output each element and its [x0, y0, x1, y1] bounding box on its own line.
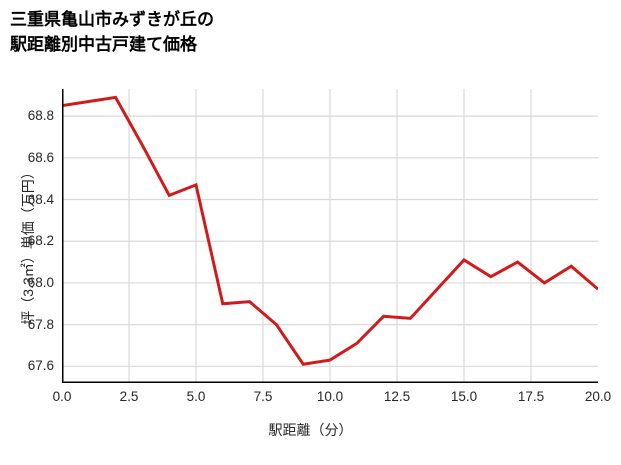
y-tick-label: 68.4 — [27, 191, 54, 207]
x-tick-label: 0.0 — [52, 389, 72, 404]
y-tick-label: 68.8 — [27, 108, 54, 124]
chart-title: 三重県亀山市みずきが丘の 駅距離別中古戸建て価格 — [10, 10, 214, 54]
x-tick-label: 15.0 — [450, 389, 478, 404]
y-tick-label: 68.6 — [27, 149, 54, 165]
axis-spines — [62, 89, 598, 383]
y-tick-label: 67.8 — [27, 316, 54, 332]
line-chart-svg — [62, 89, 598, 383]
x-tick-label: 17.5 — [517, 389, 545, 404]
y-tick-label: 68.0 — [27, 274, 54, 290]
x-tick-label: 10.0 — [316, 389, 344, 404]
y-axis-label: 坪（3.3㎡）単価（万円） — [20, 165, 36, 325]
x-tick-label: 7.5 — [253, 389, 273, 404]
x-tick-label: 12.5 — [383, 389, 411, 404]
x-tick-label: 2.5 — [119, 389, 139, 404]
data-series-group — [62, 95, 598, 366]
y-tick-label: 67.6 — [27, 358, 54, 374]
series-line — [62, 95, 598, 366]
x-axis-label: 駅距離（分） — [268, 422, 353, 438]
gridlines — [62, 89, 598, 383]
x-tick-label: 5.0 — [186, 389, 206, 404]
plot-area — [62, 89, 598, 383]
x-tick-label: 20.0 — [584, 389, 612, 404]
y-tick-label: 68.2 — [27, 233, 54, 249]
